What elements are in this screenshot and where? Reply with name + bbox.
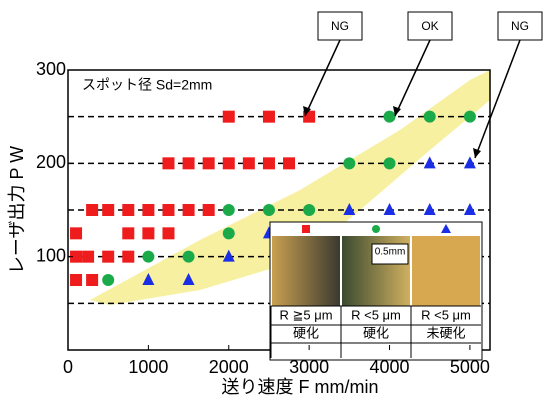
x-axis-label: 送り速度 F mm/min bbox=[222, 377, 379, 397]
point bbox=[183, 204, 195, 216]
point bbox=[70, 274, 82, 286]
photo bbox=[272, 236, 340, 306]
point bbox=[203, 157, 215, 169]
callout-arrow bbox=[395, 40, 430, 116]
callout-label: NG bbox=[331, 19, 349, 33]
point bbox=[102, 204, 114, 216]
point bbox=[243, 157, 255, 169]
x-tick-label: 1000 bbox=[128, 357, 168, 377]
photo bbox=[412, 236, 480, 306]
point bbox=[343, 157, 355, 169]
point bbox=[122, 227, 134, 239]
point bbox=[384, 111, 396, 123]
scale-label: 0.5mm bbox=[375, 247, 406, 258]
point bbox=[424, 111, 436, 123]
y-tick-label: 300 bbox=[36, 59, 66, 79]
point bbox=[424, 203, 436, 215]
arrow-head bbox=[473, 148, 481, 158]
point bbox=[162, 204, 174, 216]
point bbox=[86, 204, 98, 216]
point bbox=[464, 111, 476, 123]
inset: 0.5mm R ≧5 μm 硬化 R <5 μm 硬化 R <5 μm 未硬化 bbox=[270, 222, 482, 360]
point bbox=[82, 251, 94, 263]
point bbox=[384, 203, 396, 215]
point bbox=[102, 251, 114, 263]
point bbox=[142, 251, 154, 263]
callout-arrow bbox=[305, 40, 340, 116]
point bbox=[162, 227, 174, 239]
point bbox=[384, 157, 396, 169]
point bbox=[183, 251, 195, 263]
y-tick-label: 200 bbox=[36, 152, 66, 172]
point bbox=[464, 203, 476, 215]
point bbox=[102, 274, 114, 286]
point bbox=[223, 227, 235, 239]
inset-result: 硬化 bbox=[363, 325, 389, 340]
inset-result: 未硬化 bbox=[426, 325, 465, 340]
x-tick-label: 4000 bbox=[370, 357, 410, 377]
y-axis-label: レーザ出力 P W bbox=[7, 146, 27, 274]
point bbox=[263, 204, 275, 216]
point bbox=[464, 156, 476, 168]
point bbox=[303, 204, 315, 216]
point bbox=[162, 157, 174, 169]
inset-result: 硬化 bbox=[293, 325, 319, 340]
point bbox=[70, 227, 82, 239]
point bbox=[203, 204, 215, 216]
point bbox=[263, 111, 275, 123]
point bbox=[122, 204, 134, 216]
point bbox=[283, 157, 295, 169]
point bbox=[142, 204, 154, 216]
callout-label: NG bbox=[511, 19, 529, 33]
point bbox=[263, 157, 275, 169]
point bbox=[223, 204, 235, 216]
icon bbox=[302, 225, 310, 233]
x-tick-label: 0 bbox=[63, 357, 73, 377]
callout-label: OK bbox=[421, 19, 438, 33]
inset-label: R <5 μm bbox=[421, 307, 471, 322]
point bbox=[142, 227, 154, 239]
icon bbox=[372, 225, 380, 233]
inset-label: R ≧5 μm bbox=[279, 307, 332, 322]
point bbox=[122, 251, 134, 263]
x-tick-label: 5000 bbox=[450, 357, 490, 377]
x-tick-label: 3000 bbox=[289, 357, 329, 377]
point bbox=[424, 156, 436, 168]
point bbox=[223, 111, 235, 123]
y-tick-label: 100 bbox=[36, 245, 66, 265]
point bbox=[86, 274, 98, 286]
point bbox=[183, 157, 195, 169]
x-tick-label: 2000 bbox=[209, 357, 249, 377]
inset-label: R <5 μm bbox=[351, 307, 401, 322]
annotation: スポット径 Sd=2mm bbox=[82, 77, 212, 93]
chart: スポット径 Sd=2mm 送り速度 F mm/min レーザ出力 P W 0.5… bbox=[0, 0, 544, 405]
point bbox=[223, 157, 235, 169]
